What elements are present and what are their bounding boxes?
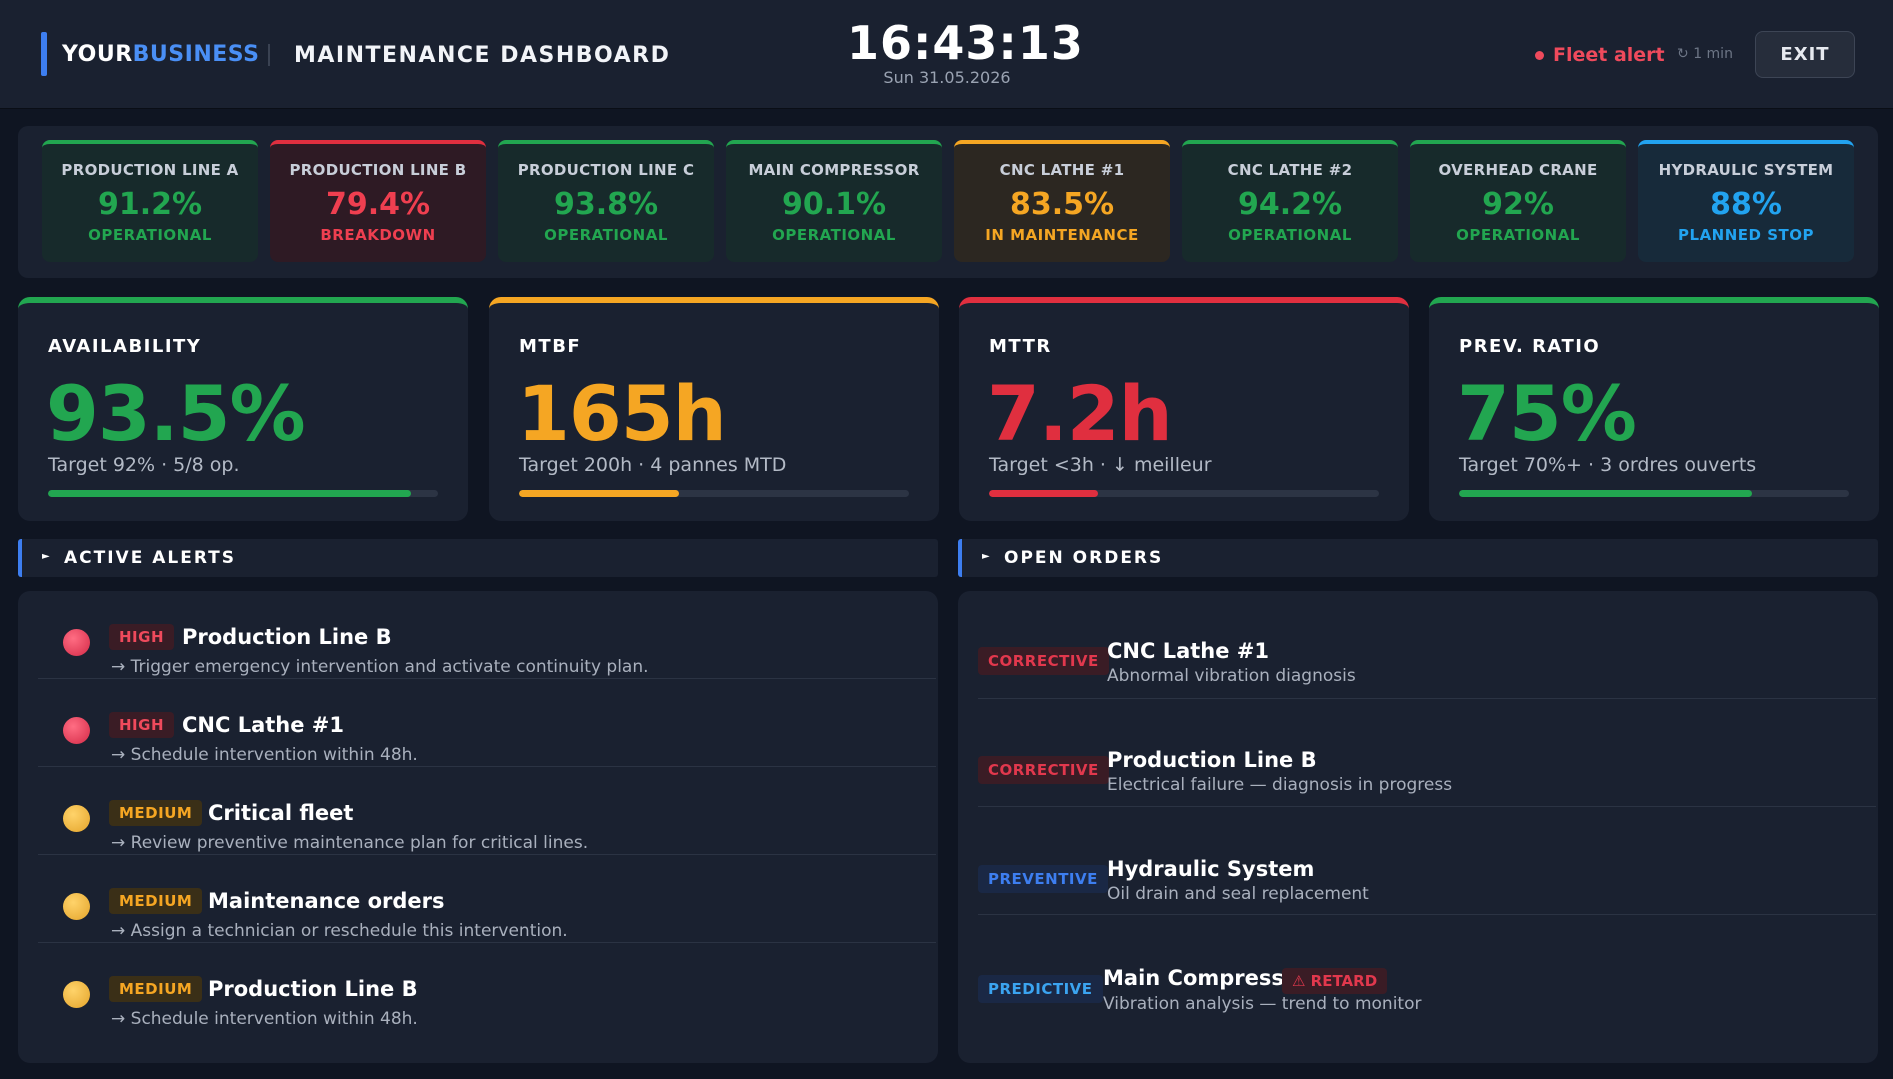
equipment-card[interactable]: PRODUCTION LINE C 93.8% OPERATIONAL [498,140,714,262]
brand-logo: YOURBUSINESS [62,42,260,67]
severity-dot-icon [63,981,90,1008]
alert-item[interactable]: MEDIUM Critical fleet → Review preventiv… [38,767,936,855]
alert-title: Production Line B [208,977,418,1001]
clock: 16:43:13 [847,16,1084,70]
active-alerts-panel: HIGH Production Line B → Trigger emergen… [18,591,938,1063]
open-orders-panel: CORRECTIVE CNC Lathe #1 Abnormal vibrati… [958,591,1878,1063]
order-item[interactable]: PREDICTIVE Main Compressor ⚠ RETARD Vibr… [978,915,1876,1023]
collapse-triangle-icon: ► [42,551,50,562]
exit-button[interactable]: EXIT [1755,31,1855,78]
order-type-badge: PREVENTIVE [978,865,1108,893]
alert-item[interactable]: HIGH CNC Lathe #1 → Schedule interventio… [38,679,936,767]
alert-title: Critical fleet [208,801,354,825]
fleet-alert-label[interactable]: Fleet alert [1553,44,1665,66]
equipment-card[interactable]: CNC LATHE #1 83.5% IN MAINTENANCE [954,140,1170,262]
refresh-indicator: ↻ 1 min [1677,46,1733,62]
kpi-progress-bar [519,490,909,497]
severity-badge: MEDIUM [109,800,203,826]
severity-badge: MEDIUM [109,888,203,914]
alert-title: CNC Lathe #1 [182,713,345,737]
page-title: MAINTENANCE DASHBOARD [294,43,671,68]
severity-badge: HIGH [109,712,175,738]
order-title: CNC Lathe #1 [1107,639,1270,663]
alert-item[interactable]: HIGH Production Line B → Trigger emergen… [38,591,936,679]
kpi-progress-bar [48,490,438,497]
severity-badge: MEDIUM [109,976,203,1002]
alert-dot-icon [1535,51,1544,60]
alert-description: → Schedule intervention within 48h. [111,1009,418,1029]
equipment-card[interactable]: PRODUCTION LINE A 91.2% OPERATIONAL [42,140,258,262]
order-title: Hydraulic System [1107,857,1315,881]
severity-dot-icon [63,893,90,920]
order-type-badge: PREDICTIVE [978,975,1103,1003]
order-description: Oil drain and seal replacement [1107,884,1369,904]
equipment-card[interactable]: OVERHEAD CRANE 92% OPERATIONAL [1410,140,1626,262]
order-type-badge: CORRECTIVE [978,756,1109,784]
kpi-progress-bar [1459,490,1849,497]
refresh-icon: ↻ [1677,46,1689,62]
kpi-card-mttr: MTTR 7.2h Target <3h · ↓ meilleur [959,297,1409,521]
kpi-card-availability: AVAILABILITY 93.5% Target 92% · 5/8 op. [18,297,468,521]
severity-dot-icon [63,805,90,832]
order-description: Electrical failure — diagnosis in progre… [1107,775,1453,795]
equipment-card[interactable]: PRODUCTION LINE B 79.4% BREAKDOWN [270,140,486,262]
order-item[interactable]: CORRECTIVE CNC Lathe #1 Abnormal vibrati… [978,591,1876,699]
kpi-progress-bar [989,490,1379,497]
severity-dot-icon [63,629,90,656]
collapse-triangle-icon: ► [982,551,990,562]
order-title: Production Line B [1107,748,1317,772]
alert-item[interactable]: MEDIUM Maintenance orders → Assign a tec… [38,855,936,943]
alert-title: Maintenance orders [208,889,445,913]
equipment-status-strip: PRODUCTION LINE A 91.2% OPERATIONAL PROD… [18,126,1878,278]
equipment-card[interactable]: CNC LATHE #2 94.2% OPERATIONAL [1182,140,1398,262]
brand-divider [268,44,270,66]
order-description: Abnormal vibration diagnosis [1107,666,1356,686]
alert-description: → Trigger emergency intervention and act… [111,657,649,677]
date: Sun 31.05.2026 [883,68,1011,87]
order-description: Vibration analysis — trend to monitor [1103,994,1422,1014]
order-item[interactable]: CORRECTIVE Production Line B Electrical … [978,699,1876,807]
open-orders-header[interactable]: ► OPEN ORDERS [958,539,1878,577]
order-type-badge: CORRECTIVE [978,647,1109,675]
order-item[interactable]: PREVENTIVE Hydraulic System Oil drain an… [978,807,1876,915]
alert-item[interactable]: MEDIUM Production Line B → Schedule inte… [38,943,936,1031]
kpi-card-prev-ratio: PREV. RATIO 75% Target 70%+ · 3 ordres o… [1429,297,1879,521]
kpi-card-mtbf: MTBF 165h Target 200h · 4 pannes MTD [489,297,939,521]
order-title: Main Compressor [1103,966,1309,990]
brand-accent-bar [41,32,47,76]
top-bar: YOURBUSINESS MAINTENANCE DASHBOARD 16:43… [0,0,1893,109]
severity-dot-icon [63,717,90,744]
equipment-card[interactable]: HYDRAULIC SYSTEM 88% PLANNED STOP [1638,140,1854,262]
alert-description: → Schedule intervention within 48h. [111,745,418,765]
alert-title: Production Line B [182,625,392,649]
severity-badge: HIGH [109,624,175,650]
active-alerts-header[interactable]: ► ACTIVE ALERTS [18,539,938,577]
alert-description: → Assign a technician or reschedule this… [111,921,568,941]
alert-description: → Review preventive maintenance plan for… [111,833,589,853]
equipment-card[interactable]: MAIN COMPRESSOR 90.1% OPERATIONAL [726,140,942,262]
late-badge: ⚠ RETARD [1282,968,1388,994]
